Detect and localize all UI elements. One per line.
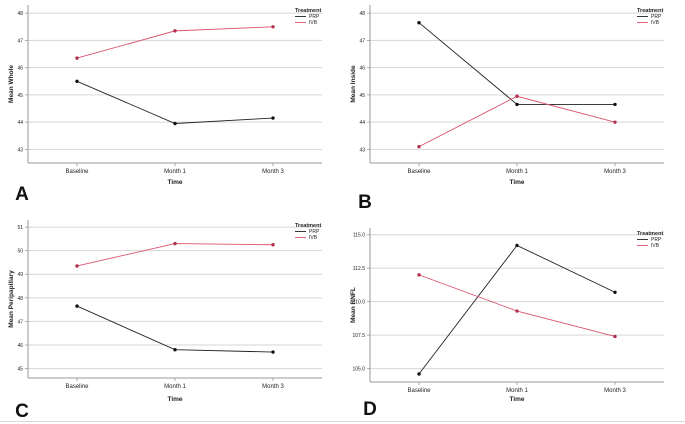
data-point-ivb (75, 56, 79, 60)
x-tick-label: Month 1 (506, 388, 528, 394)
legend-entry-ivb: IVB (309, 20, 318, 26)
x-tick-label: Month 3 (604, 388, 626, 394)
y-tick-label: 112.5 (353, 266, 365, 272)
data-point-prp (417, 21, 421, 25)
y-tick-label: 105.0 (352, 367, 365, 373)
plot-area (370, 228, 664, 382)
legend-entry-prp: PRP (651, 14, 662, 20)
chart-panel-d: 105.0 107.5 110.0 112.5 115.0 Baseline Month 1… (350, 228, 664, 420)
y-tick-label: 47 (17, 38, 23, 44)
legend-title: Treatment (637, 8, 663, 14)
legend-title: Treatment (295, 8, 321, 14)
panel-letter: C (15, 401, 29, 422)
data-point-ivb (613, 120, 617, 124)
data-point-ivb (173, 29, 177, 33)
y-tick-label: 110.0 (353, 300, 365, 306)
legend-entry-prp: PRP (309, 14, 320, 20)
data-point-ivb (75, 264, 79, 268)
legend-entry-ivb: IVB (309, 235, 318, 241)
x-axis-label: Time (167, 179, 182, 186)
x-axis-label: Time (509, 396, 524, 403)
legend-entry-prp: PRP (651, 237, 662, 243)
bottom-divider (0, 421, 685, 422)
y-tick-label: 45 (359, 93, 365, 99)
panel-letter: B (358, 192, 372, 213)
y-axis-label: Mean RNFL (350, 287, 357, 323)
data-point-ivb (515, 309, 519, 313)
chart-panel-c: 45 46 47 48 49 50 51 Baseline Month 1 Month 3 Time… (8, 220, 322, 422)
y-tick-label: 46 (359, 66, 365, 72)
data-point-prp (173, 121, 177, 126)
y-tick-label: 45 (17, 93, 23, 99)
data-point-prp (613, 290, 617, 294)
y-tick-label: 45 (17, 367, 23, 373)
x-tick-label: Month 3 (604, 169, 626, 175)
data-point-ivb (417, 144, 421, 149)
plot-area (28, 5, 322, 163)
data-point-ivb (173, 241, 177, 246)
chart-panel-a: 43 44 45 46 47 48 Baseline Month 1 Month 3 Time Me… (8, 5, 322, 205)
y-axis-label: Mean Peripapillary (8, 270, 15, 328)
x-tick-label: Baseline (65, 384, 89, 390)
y-tick-label: 44 (17, 120, 23, 126)
legend-title: Treatment (637, 231, 663, 237)
data-point-ivb (613, 334, 617, 339)
data-point-ivb (515, 94, 519, 98)
x-tick-label: Month 3 (262, 384, 284, 390)
data-point-prp (173, 348, 177, 352)
legend-entry-ivb: IVB (651, 20, 660, 26)
y-tick-label: 43 (17, 147, 23, 153)
data-point-ivb (417, 273, 421, 277)
data-point-prp (515, 102, 519, 107)
y-axis-label: Mean Whole (8, 65, 15, 103)
legend-entry-prp: PRP (309, 229, 320, 235)
legend-title: Treatment (295, 223, 321, 229)
legend-entry-ivb: IVB (651, 243, 660, 249)
data-point-ivb (271, 243, 275, 247)
data-point-prp (271, 350, 275, 354)
y-tick-label: 46 (17, 343, 23, 349)
x-axis-label: Time (509, 179, 524, 186)
data-point-prp (75, 304, 79, 308)
y-tick-label: 50 (17, 249, 23, 255)
x-tick-label: Baseline (65, 169, 89, 175)
data-point-prp (515, 243, 519, 248)
panel-letter: A (15, 184, 29, 205)
y-tick-label: 49 (17, 272, 23, 278)
data-point-prp (417, 372, 421, 376)
y-tick-label: 48 (359, 11, 365, 17)
y-tick-label: 46 (17, 66, 23, 72)
x-tick-label: Baseline (407, 388, 431, 394)
y-tick-label: 48 (17, 296, 23, 302)
data-point-prp (613, 102, 617, 107)
y-axis-label: Mean Inside (350, 65, 357, 103)
x-axis-label: Time (167, 396, 182, 403)
chart-panel-b: 43 44 45 46 47 48 Baseline Month 1 Month 3 Time Me… (350, 5, 664, 213)
y-tick-label: 47 (17, 319, 23, 325)
data-point-prp (75, 79, 79, 83)
y-tick-label: 43 (359, 147, 365, 153)
y-tick-label: 48 (17, 11, 23, 17)
panel-letter: D (363, 399, 377, 420)
plot-area (370, 5, 664, 163)
y-tick-label: 51 (17, 225, 23, 231)
y-tick-label: 44 (359, 120, 365, 126)
data-point-ivb (271, 25, 275, 29)
x-tick-label: Month 1 (506, 169, 528, 175)
x-tick-label: Month 1 (164, 169, 186, 175)
x-tick-label: Baseline (407, 169, 431, 175)
y-tick-label: 115.0 (353, 233, 365, 239)
y-tick-label: 107.5 (352, 333, 365, 339)
x-tick-label: Month 1 (164, 384, 186, 390)
x-tick-label: Month 3 (262, 169, 284, 175)
data-point-prp (271, 116, 275, 120)
y-tick-label: 47 (359, 38, 365, 44)
